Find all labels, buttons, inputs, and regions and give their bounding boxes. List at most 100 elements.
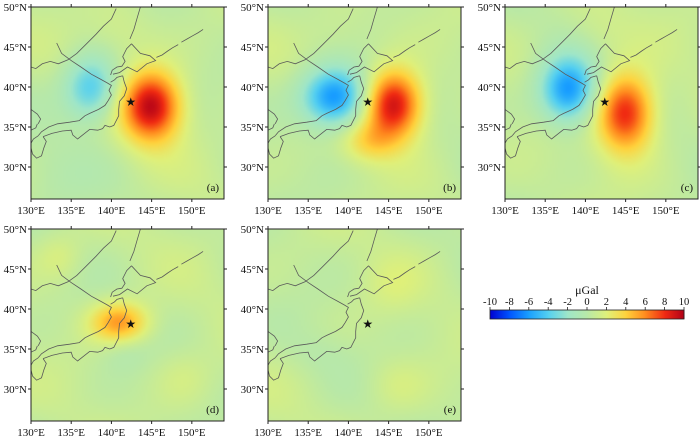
lat-tick-label: 50°N [241,2,264,14]
panel-label: (a) [207,182,220,194]
lat-tick-label: 50°N [478,2,501,14]
lat-tick-label: 40°N [478,82,501,94]
gravity-field [268,229,461,421]
lon-tick-label: 130°E [17,427,45,439]
lon-tick-label: 150°E [652,205,680,217]
colorbar-tick-label: -8 [505,297,514,308]
lon-tick-label: 145°E [375,205,403,217]
lon-tick-label: 145°E [375,427,403,439]
epicenter-star-icon: ★ [125,317,136,331]
colorbar-tick-label: -4 [544,297,553,308]
lat-tick-label: 45°N [478,42,501,54]
lat-tick-label: 30°N [241,162,264,174]
panel-label: (b) [443,182,456,194]
lon-tick-label: 135°E [57,205,85,217]
gravity-field [31,229,224,421]
map-frame [267,6,462,200]
gravity-field [31,7,224,199]
map-frame [267,228,462,422]
colorbar-tick-label: 0 [584,297,589,308]
lon-tick-label: 130°E [491,205,519,217]
lat-tick-label: 30°N [4,384,27,396]
panel-label: (c) [681,182,694,194]
colorbar-segment [587,310,607,319]
lon-tick-label: 150°E [178,427,206,439]
lon-tick-label: 140°E [335,205,363,217]
colorbar-tick-label: 2 [604,297,609,308]
colorbar-tick-label: 10 [679,297,690,308]
lat-tick-label: 35°N [4,122,27,134]
lat-tick-label: 50°N [4,2,27,14]
map-frame [30,6,225,200]
panel-label: (e) [444,404,457,416]
colorbar-unit: μGal [575,283,599,297]
epicenter-star-icon: ★ [362,95,373,109]
lat-tick-label: 40°N [4,304,27,316]
coastline [505,7,678,159]
map-panel-e: ★ 130°E 135°E 140°E 145°E 150°E 30°N 35°N 40°N 45… [241,224,464,439]
gravity-field [268,7,461,199]
map-panel-b: ★ 130°E 135°E 140°E 145°E 150°E 30°N 35°N 40°N 45… [241,2,464,217]
lon-tick-label: 140°E [98,205,126,217]
colorbar-segment [490,310,510,319]
colorbar-segment [509,310,530,319]
map-frame [30,228,225,422]
coastline [31,229,204,381]
colorbar-tick-label: 8 [662,297,667,308]
lat-tick-label: 35°N [4,344,27,356]
colorbar-segment [548,310,569,319]
lat-tick-label: 50°N [241,224,264,236]
lat-tick-label: 40°N [241,304,264,316]
lon-tick-label: 130°E [254,427,282,439]
lat-tick-label: 35°N [241,122,264,134]
lat-tick-label: 40°N [241,82,264,94]
colorbar-segment [567,310,588,319]
lat-tick-label: 30°N [241,384,264,396]
colorbar-tick-label: -2 [563,297,572,308]
epicenter-star-icon: ★ [125,95,136,109]
colorbar-tick-label: 4 [623,297,629,308]
epicenter-star-icon: ★ [599,95,610,109]
lat-tick-label: 30°N [478,162,501,174]
colorbar: μGal -10 -8 -6 -4 -2 0 2 4 6 8 10 [483,283,690,320]
map-panel-a: ★ 130°E 135°E 140°E 145°E 150°E 30°N 35°N 40°N 45… [4,2,227,217]
lon-tick-label: 135°E [294,205,322,217]
lat-tick-label: 30°N [4,162,27,174]
colorbar-segment [664,310,685,319]
lon-tick-label: 130°E [17,205,45,217]
map-panel-c: ★ 130°E 135°E 140°E 145°E 150°E 30°N 35°N 40°N 45… [478,2,700,217]
gravity-field [505,7,698,199]
lon-tick-label: 135°E [57,427,85,439]
lon-tick-label: 145°E [138,205,166,217]
lat-tick-label: 45°N [241,264,264,276]
colorbar-segment [528,310,549,319]
lat-tick-label: 35°N [478,122,501,134]
map-panels: ★130°E 135°E 140°E 145°E 150°E30°N35°N40°N45… [4,2,700,439]
colorbar-tick-label: -6 [524,297,533,308]
lon-tick-label: 145°E [612,205,640,217]
colorbar-tick-label: -10 [483,297,497,308]
coastline [268,7,441,159]
lat-tick-label: 45°N [4,42,27,54]
colorbar-segment [645,310,666,319]
lon-tick-label: 130°E [254,205,282,217]
coastline [268,229,441,381]
lat-tick-label: 50°N [4,224,27,236]
lon-tick-label: 140°E [572,205,600,217]
colorbar-tick-label: 6 [643,297,648,308]
lon-tick-label: 140°E [98,427,126,439]
map-panel-d: ★ 130°E 135°E 140°E 145°E 150°E 30°N 35°N 40°N 45… [4,224,227,439]
lon-tick-label: 135°E [531,205,559,217]
lon-tick-label: 150°E [415,427,443,439]
lon-tick-label: 150°E [178,205,206,217]
coastline [31,7,204,159]
lon-tick-label: 145°E [138,427,166,439]
lon-tick-label: 140°E [335,427,363,439]
lat-tick-label: 45°N [241,42,264,54]
lat-tick-label: 40°N [4,82,27,94]
lon-tick-label: 135°E [294,427,322,439]
epicenter-star-icon: ★ [362,317,373,331]
lat-tick-label: 35°N [241,344,264,356]
colorbar-segment [625,310,646,319]
